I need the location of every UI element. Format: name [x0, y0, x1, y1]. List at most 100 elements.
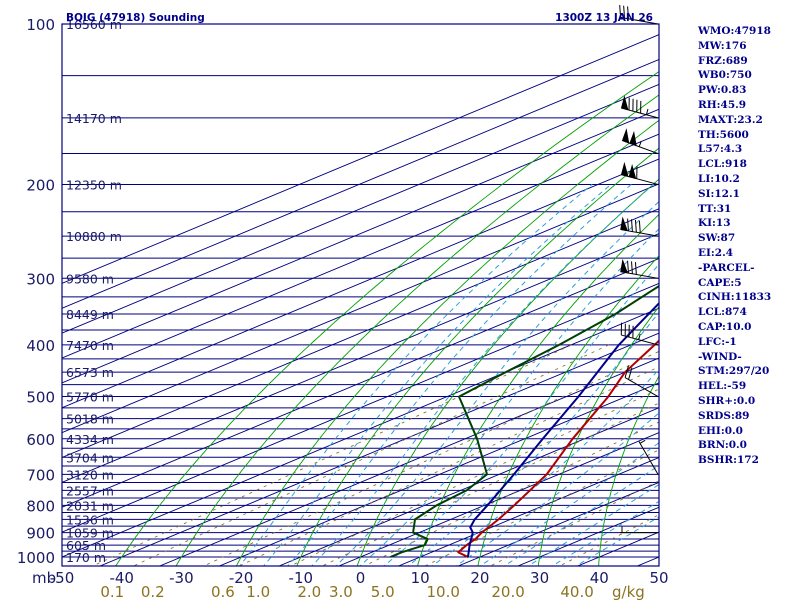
- isotherm--40: [98, 332, 659, 566]
- height-label: 10880 m: [66, 229, 122, 244]
- mixing-ratio-tick: 5.0: [371, 583, 395, 600]
- temperature-tick: -20: [229, 569, 254, 587]
- height-label: 4334 m: [66, 432, 114, 447]
- index-line: LFC:-1: [698, 335, 737, 348]
- mixing-ratio-lines: [91, 344, 659, 566]
- mixing-ratio-tick: 0.2: [141, 583, 165, 600]
- index-line: CINH:11833: [698, 291, 772, 304]
- index-line: SI:12.1: [698, 187, 740, 200]
- dry-adiabat: [417, 213, 659, 566]
- wind-barb: [620, 161, 659, 185]
- index-line: SW:87: [698, 232, 736, 245]
- mixing-ratio-tick: 3.0: [329, 583, 353, 600]
- isotherm--150: [62, 59, 659, 309]
- height-label: 3120 m: [66, 467, 114, 482]
- chart-time: 1300Z 13 JAN 26: [555, 12, 653, 24]
- index-line: EHI:0.0: [698, 424, 743, 437]
- index-line: BSHR:172: [698, 454, 759, 467]
- temperature-tick: -50: [50, 569, 75, 587]
- index-line: TT:31: [698, 202, 732, 215]
- dry-adiabat: [598, 375, 659, 566]
- height-label: 7470 m: [66, 338, 114, 353]
- sounding-profiles: [390, 284, 659, 558]
- moist-adiabat: [551, 500, 659, 566]
- pressure-tick: 900: [26, 525, 55, 543]
- index-line: WB0:750: [698, 69, 752, 82]
- index-line: WMO:47918: [698, 25, 771, 37]
- mixing-ratio-line: [489, 480, 659, 566]
- mixing-ratio-tick: 10.0: [427, 583, 460, 600]
- wind-barbs: [619, 5, 659, 534]
- wind-barb: [620, 258, 659, 279]
- temperature-tick: 40: [590, 569, 609, 587]
- moist-adiabat: [455, 412, 659, 566]
- pressure-tick: 1000: [17, 549, 55, 567]
- index-line: LCL:874: [698, 306, 747, 319]
- height-label: 2031 m: [66, 498, 114, 513]
- height-label: 9580 m: [66, 271, 114, 286]
- index-line: LI:10.2: [698, 172, 740, 185]
- height-label: 14170 m: [66, 111, 122, 126]
- dry-adiabat: [477, 255, 659, 566]
- temperature-tick-labels: -50 -40 -30 -20 -10 0 10 20 30 40 50: [50, 569, 669, 587]
- height-label: 6573 m: [66, 365, 114, 380]
- isotherm--50: [62, 307, 659, 558]
- mixing-ratio-line: [202, 350, 659, 566]
- moist-adiabat: [527, 483, 659, 566]
- pressure-tick: 300: [26, 270, 55, 288]
- pressure-tick-labels: 100 200 300 400 500 600 700 800 900 1000: [17, 16, 55, 567]
- moist-adiabat: [263, 184, 612, 566]
- index-line: SRDS:89: [698, 409, 750, 422]
- index-line: MW:176: [698, 39, 747, 52]
- temperature-tick: -10: [289, 569, 314, 587]
- mixing-ratio-line: [238, 366, 659, 566]
- index-line: CAP:10.0: [698, 320, 752, 333]
- moist-adiabat: [575, 516, 659, 566]
- moist-adiabat: [287, 184, 632, 566]
- sounding-indices-panel: WMO:47918 MW:176 FRZ:689 WB0:750 PW:0.83 RH:4…: [698, 24, 798, 468]
- isotherm-0: [337, 432, 659, 566]
- index-line: KI:13: [698, 217, 731, 230]
- mixing-ratio-tick: 2.0: [297, 583, 321, 600]
- mixing-ratio-line: [289, 388, 659, 566]
- pressure-tick: 500: [26, 389, 55, 407]
- index-line: STM:297/20: [698, 365, 770, 378]
- height-label: 12350 m: [66, 177, 122, 192]
- pressure-tick: 400: [26, 337, 55, 355]
- index-line: PW:0.83: [698, 84, 747, 97]
- index-line: CAPE:5: [698, 276, 742, 289]
- isotherm--70: [62, 258, 659, 508]
- mixing-ratio-tick-labels: 0.1 0.2 0.6 1.0 2.0 3.0 5.0 10.0 20.0 40.0: [100, 583, 593, 600]
- index-line: EI:2.4: [698, 246, 734, 259]
- mixing-ratio-line: [91, 344, 572, 566]
- isotherm--90: [62, 208, 659, 458]
- isotherm--120: [62, 133, 659, 384]
- temperature-profile: [457, 339, 659, 558]
- index-line: MAXT:23.2: [698, 113, 763, 126]
- dry-adiabat: [175, 94, 659, 566]
- isotherm--110: [62, 158, 659, 409]
- isotherm--80: [62, 233, 659, 483]
- height-label: 2557 m: [66, 483, 114, 498]
- wind-barb: [620, 526, 658, 534]
- moist-adiabat: [407, 311, 659, 566]
- pressure-tick: 200: [26, 176, 55, 194]
- mixing-ratio-tick: 1.0: [246, 583, 270, 600]
- isotherm--10: [278, 407, 659, 566]
- pressure-unit-label: mb: [32, 569, 56, 587]
- mixing-ratio-tick: 20.0: [491, 583, 524, 600]
- height-label: 3704 m: [66, 450, 114, 465]
- height-label: 605 m: [66, 538, 106, 553]
- chart-title: BQIG (47918) Sounding: [66, 12, 205, 24]
- moist-adiabat: [359, 228, 659, 566]
- temperature-tick: 0: [356, 569, 366, 587]
- index-line: SHR+:0.0: [698, 394, 756, 407]
- height-label: 8449 m: [66, 307, 114, 322]
- mixing-ratio-line: [363, 421, 659, 566]
- isotherm--20: [218, 382, 659, 566]
- dry-adiabat: [115, 70, 659, 566]
- wind-barb: [619, 5, 659, 25]
- parcel-profile: [467, 301, 659, 558]
